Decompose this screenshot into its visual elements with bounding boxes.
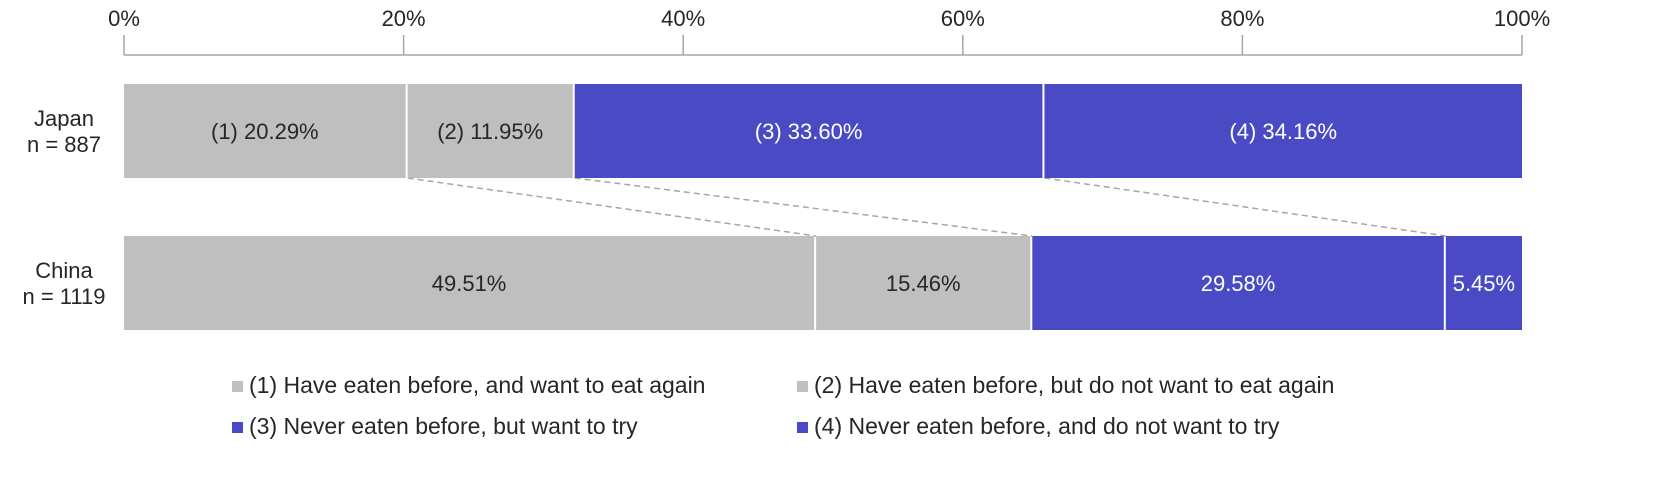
- bar-segment: [1445, 236, 1522, 330]
- bar-segment: [1044, 84, 1522, 178]
- connector-lines: [407, 177, 1446, 237]
- bar-data-label: 15.46%: [886, 271, 961, 296]
- bar-segment: [124, 84, 406, 178]
- legend: (1) Have eaten before, and want to eat a…: [232, 372, 1334, 439]
- x-tick-label: 100%: [1494, 6, 1550, 31]
- legend-swatch: [797, 422, 808, 433]
- connector-line: [574, 177, 1033, 237]
- bar-segment: [1032, 236, 1444, 330]
- bar-data-label: (4) 34.16%: [1229, 119, 1337, 144]
- legend-label: (1) Have eaten before, and want to eat a…: [249, 372, 705, 398]
- bar-segment: [124, 236, 815, 330]
- legend-swatch: [232, 381, 243, 392]
- legend-label: (3) Never eaten before, but want to try: [249, 413, 638, 439]
- connector-line: [407, 177, 817, 237]
- legend-label: (2) Have eaten before, but do not want t…: [814, 372, 1334, 398]
- bars: (1) 20.29% (2) 11.95% (3) 33.60% (4) 34.16%…: [124, 84, 1522, 330]
- bar-data-label: 5.45%: [1453, 271, 1515, 296]
- x-tick-label: 0%: [108, 6, 140, 31]
- bar-data-label: 29.58%: [1201, 271, 1276, 296]
- x-tick-label: 60%: [941, 6, 985, 31]
- bar-data-label: (3) 33.60%: [755, 119, 863, 144]
- bar-data-label: (2) 11.95%: [437, 119, 543, 144]
- legend-label: (4) Never eaten before, and do not want …: [814, 413, 1280, 439]
- category-label-n: n = 887: [27, 132, 101, 157]
- x-tick-label: 40%: [661, 6, 705, 31]
- legend-swatch: [232, 422, 243, 433]
- category-label-n: n = 1119: [23, 284, 106, 309]
- category-label-name: Japan: [34, 106, 94, 131]
- bar-segment: [816, 236, 1031, 330]
- connector-line: [1044, 177, 1446, 237]
- legend-swatch: [797, 381, 808, 392]
- bar-segment: [407, 84, 573, 178]
- x-axis: 0% 20% 40% 60% 80% 100%: [108, 6, 1550, 56]
- bar-data-label: (1) 20.29%: [211, 119, 319, 144]
- bar-data-label: 49.51%: [432, 271, 507, 296]
- x-tick-label: 20%: [382, 6, 426, 31]
- category-label-name: China: [35, 258, 93, 283]
- bar-segment: [574, 84, 1043, 178]
- x-tick-label: 80%: [1220, 6, 1264, 31]
